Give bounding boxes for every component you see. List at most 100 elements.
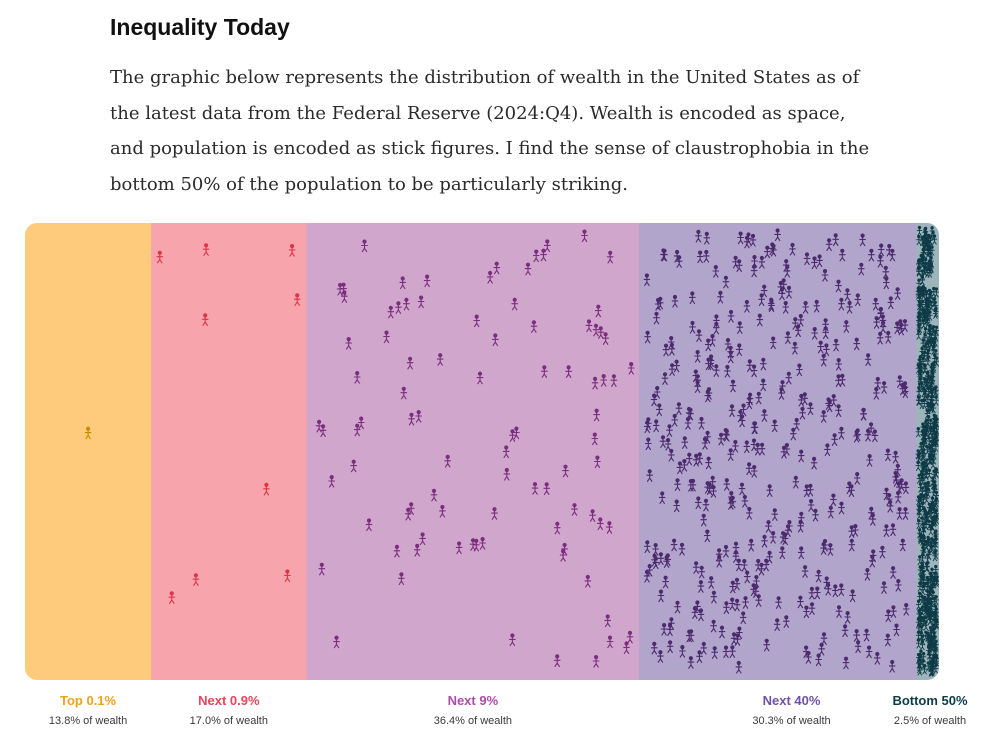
- figure-next-9: [365, 518, 373, 532]
- figure-next-40: [732, 541, 740, 555]
- figure-next-40: [746, 396, 753, 410]
- figure-next-40: [898, 478, 905, 491]
- figure-next-40: [838, 297, 845, 311]
- figure-bottom-50: [918, 611, 924, 622]
- figure-next-40: [707, 576, 715, 589]
- figure-bottom-50: [927, 384, 933, 395]
- band-next-40: [639, 223, 917, 680]
- figure-bottom-50: [931, 424, 937, 435]
- figure-bottom-50: [915, 427, 921, 438]
- figure-bottom-50: [925, 296, 931, 307]
- figure-next-40: [841, 624, 849, 637]
- figure-next-40: [700, 641, 708, 655]
- figure-bottom-50: [928, 337, 935, 348]
- figure-next-40: [769, 336, 777, 350]
- figure-next-40: [803, 484, 811, 498]
- figure-next-9: [530, 320, 538, 333]
- figure-next-40: [782, 301, 790, 314]
- figure-next-40: [785, 371, 793, 385]
- figure-next-40: [650, 393, 658, 407]
- figure-next-9: [353, 423, 361, 437]
- figure-bottom-50: [918, 654, 924, 666]
- figure-next-9: [479, 537, 486, 550]
- sublabel-next-0-9: 17.0% of wealth: [190, 715, 268, 727]
- figure-bottom-50: [933, 287, 939, 298]
- figure-next-40: [773, 618, 781, 631]
- figure-bottom-50: [925, 356, 931, 367]
- figure-next-40: [884, 609, 892, 623]
- figure-next-40: [702, 249, 710, 263]
- figure-next-40: [782, 259, 790, 272]
- label-next-9: Next 9%: [448, 693, 499, 708]
- figure-next-40: [732, 439, 739, 453]
- figure-next-40: [657, 552, 665, 565]
- figure-next-40: [689, 320, 696, 334]
- figure-next-40: [838, 426, 845, 440]
- figure-next-40: [854, 293, 862, 307]
- figure-bottom-50: [923, 289, 930, 301]
- figure-next-40: [661, 248, 668, 262]
- figure-next-40: [681, 459, 688, 472]
- figure-next-40: [728, 597, 736, 611]
- figure-next-40: [877, 243, 885, 257]
- figure-next-40: [741, 494, 749, 508]
- figure-next-40: [643, 569, 651, 583]
- figure-bottom-50: [927, 508, 933, 520]
- label-top-0-1: Top 0.1%: [60, 693, 117, 708]
- figure-next-40: [877, 254, 884, 268]
- figure-next-40: [763, 245, 771, 259]
- figure-next-40: [668, 342, 676, 356]
- figure-next-40: [739, 611, 747, 625]
- figure-bottom-50: [933, 497, 939, 508]
- figure-next-40: [753, 575, 760, 588]
- figure-next-40: [873, 316, 880, 329]
- figure-bottom-50: [919, 486, 926, 497]
- figure-next-40: [750, 438, 758, 452]
- figure-bottom-50: [917, 581, 923, 592]
- figure-next-9: [393, 544, 401, 558]
- figure-next-40: [815, 569, 822, 583]
- figure-next-40: [799, 406, 806, 420]
- figure-bottom-50: [917, 304, 923, 315]
- figure-next-40: [685, 629, 693, 643]
- figure-next-9: [430, 488, 438, 502]
- figure-next-40: [802, 301, 809, 314]
- figure-next-40: [733, 598, 741, 612]
- figure-bottom-50: [931, 469, 937, 480]
- figure-next-9: [593, 408, 600, 422]
- figure-next-40: [838, 248, 846, 262]
- figure-next-9: [540, 365, 548, 378]
- figure-next-40: [807, 499, 815, 512]
- figure-next-40: [844, 288, 851, 301]
- figure-next-9: [395, 301, 402, 314]
- figure-next-40: [854, 640, 862, 653]
- figure-next-40: [696, 650, 703, 663]
- figure-next-40: [771, 508, 779, 521]
- figure-next-9: [584, 574, 592, 588]
- figure-next-9: [592, 323, 600, 337]
- figure-bottom-50: [920, 287, 927, 298]
- figure-next-40: [774, 228, 781, 242]
- figure-next-9: [553, 521, 561, 535]
- figure-next-40: [736, 321, 744, 334]
- figure-next-40: [822, 318, 829, 331]
- figure-next-9: [333, 635, 340, 649]
- figure-next-40: [674, 478, 681, 491]
- figure-bottom-50: [927, 235, 934, 246]
- figure-next-40: [823, 343, 830, 357]
- figure-next-9: [626, 630, 634, 644]
- figure-bottom-50: [926, 375, 933, 386]
- figure-next-40: [701, 437, 709, 450]
- figure-bottom-50: [922, 363, 928, 374]
- figure-bottom-50: [915, 599, 922, 610]
- figure-next-40: [812, 508, 819, 522]
- figure-bottom-50: [932, 571, 938, 582]
- figure-next-40: [738, 482, 746, 496]
- figure-next-9: [600, 374, 608, 387]
- figure-next-40: [751, 421, 759, 434]
- figure-next-40: [791, 317, 799, 330]
- figure-next-40: [705, 357, 712, 371]
- figure-next-40: [651, 553, 658, 567]
- figure-next-9: [585, 319, 593, 333]
- figure-bottom-50: [929, 567, 935, 578]
